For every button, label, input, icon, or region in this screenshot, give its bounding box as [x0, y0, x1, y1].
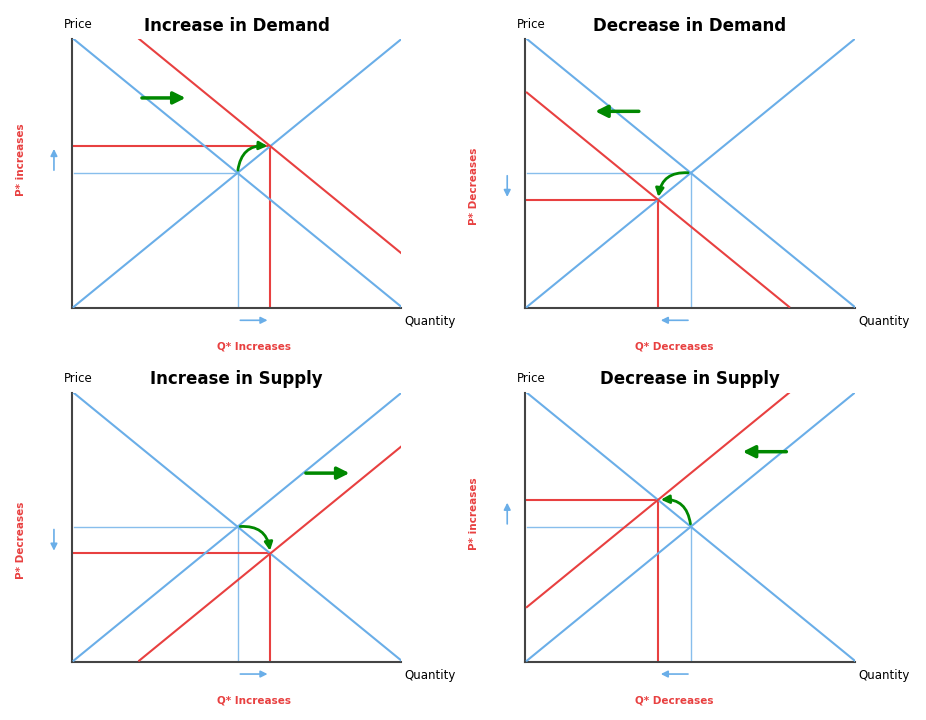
Text: Price: Price: [517, 372, 545, 384]
Text: Q* Increases: Q* Increases: [217, 696, 291, 706]
Text: P* increases: P* increases: [16, 123, 26, 196]
Text: Quantity: Quantity: [858, 315, 909, 328]
Title: Decrease in Demand: Decrease in Demand: [594, 17, 786, 35]
Text: Q* Decreases: Q* Decreases: [635, 696, 714, 706]
Text: Q* Increases: Q* Increases: [217, 342, 291, 352]
Title: Increase in Demand: Increase in Demand: [144, 17, 330, 35]
Title: Decrease in Supply: Decrease in Supply: [600, 370, 780, 388]
Text: Q* Decreases: Q* Decreases: [635, 342, 714, 352]
Text: Quantity: Quantity: [405, 669, 457, 682]
Title: Increase in Supply: Increase in Supply: [150, 370, 323, 388]
Text: Price: Price: [517, 18, 545, 31]
Text: P* Decreases: P* Decreases: [469, 148, 480, 225]
Text: Quantity: Quantity: [858, 669, 909, 682]
Text: P* Decreases: P* Decreases: [16, 501, 26, 579]
Text: P* increases: P* increases: [469, 477, 480, 549]
Text: Price: Price: [64, 18, 93, 31]
Text: Quantity: Quantity: [405, 315, 457, 328]
Text: Price: Price: [64, 372, 93, 384]
